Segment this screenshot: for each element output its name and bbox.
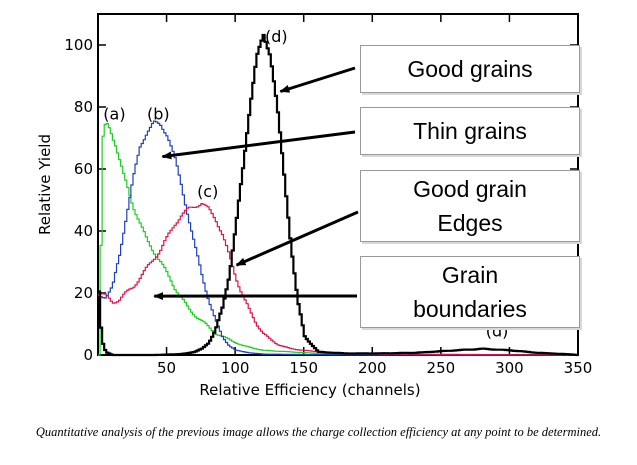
x-tick-label: 250 bbox=[427, 359, 456, 377]
x-tick-label: 150 bbox=[289, 359, 318, 377]
callout-good-grain-edges: Good grain Edges bbox=[360, 170, 580, 242]
curve-label-2: (b) bbox=[147, 104, 170, 123]
callout-thin-grains: Thin grains bbox=[360, 107, 580, 155]
x-tick-label: 100 bbox=[221, 359, 250, 377]
chart: 50 100 150 200 250 300 350 0 20 40 60 80 100 Relative… bbox=[36, 13, 593, 399]
series-line-3 bbox=[98, 203, 578, 356]
curve-label-4: (d) bbox=[265, 27, 288, 46]
x-tick-label: 200 bbox=[358, 359, 387, 377]
callout-good-grains: Good grains bbox=[360, 45, 580, 93]
curve-label-1: (a) bbox=[103, 104, 125, 123]
y-tick-label: 40 bbox=[74, 222, 93, 240]
callout-grain-boundaries: Grain boundaries bbox=[360, 256, 580, 328]
curve-label-3: (c) bbox=[197, 182, 218, 201]
y-axis-label: Relative Yield bbox=[36, 134, 54, 235]
x-tick-label: 300 bbox=[495, 359, 524, 377]
figure-caption: Quantitative analysis of the previous im… bbox=[35, 425, 602, 439]
series-line-4 bbox=[98, 33, 579, 357]
callout-arrow-3 bbox=[235, 210, 359, 267]
y-tick-label: 0 bbox=[83, 346, 93, 364]
y-tick-label: 80 bbox=[74, 98, 93, 116]
callout-arrow-1 bbox=[279, 66, 356, 93]
x-axis-label: Relative Efficiency (channels) bbox=[199, 381, 420, 399]
x-tick-label: 350 bbox=[564, 359, 593, 377]
y-tick-label: 100 bbox=[64, 36, 93, 54]
y-tick-label: 20 bbox=[74, 284, 93, 302]
callout-arrow-2 bbox=[161, 130, 356, 160]
x-tick-label: 50 bbox=[157, 359, 176, 377]
y-tick-label: 60 bbox=[74, 160, 93, 178]
